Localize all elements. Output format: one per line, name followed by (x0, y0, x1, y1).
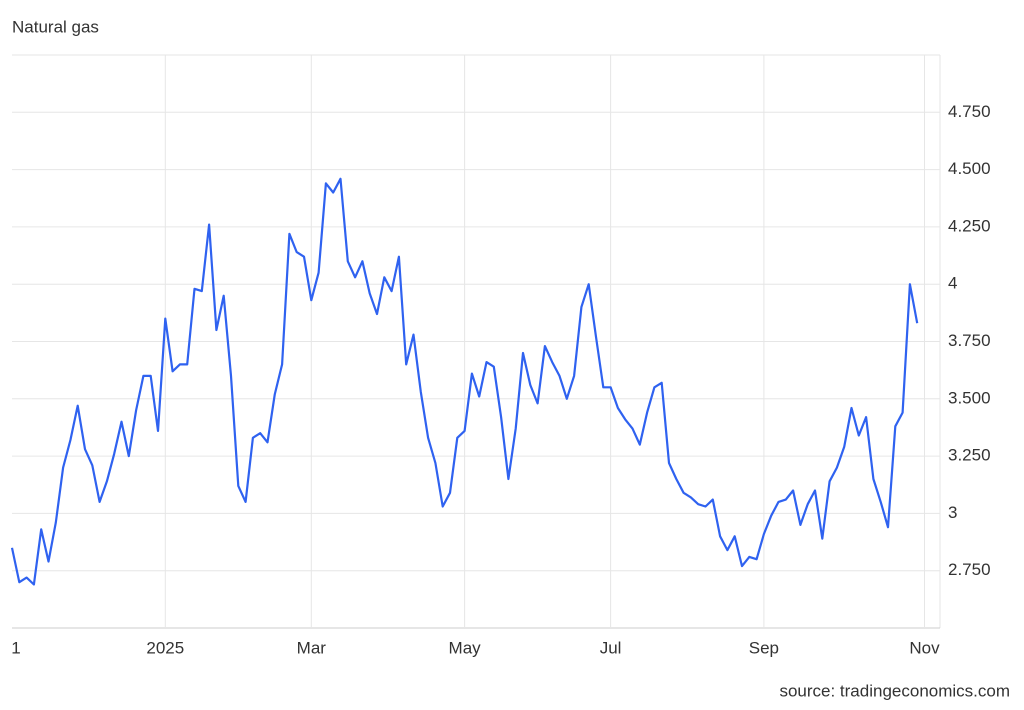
y-tick-label: 3 (948, 503, 957, 522)
x-tick-label: Nov (909, 638, 940, 657)
source: source: tradingeconomics.com (779, 681, 1010, 700)
x-tick-label: May (449, 638, 482, 657)
y-tick-label: 2.750 (948, 560, 991, 579)
y-tick-label: 4.750 (948, 102, 991, 121)
y-tick-label: 4.500 (948, 159, 991, 178)
y-tick-label: 3.750 (948, 331, 991, 350)
x-tick-label: Sep (749, 638, 779, 657)
y-tick-label: 3.500 (948, 388, 991, 407)
y-tick-label: 4.250 (948, 216, 991, 235)
y-tick-label: 3.250 (948, 446, 991, 465)
x-tick-label: 1 (11, 638, 20, 657)
x-tick-label: Mar (297, 638, 327, 657)
x-tick-label: 2025 (146, 638, 184, 657)
price-line (10, 177, 919, 586)
chart-title: Natural gas (12, 17, 99, 36)
y-tick-label: 4 (948, 274, 957, 293)
x-tick-label: Jul (600, 638, 622, 657)
